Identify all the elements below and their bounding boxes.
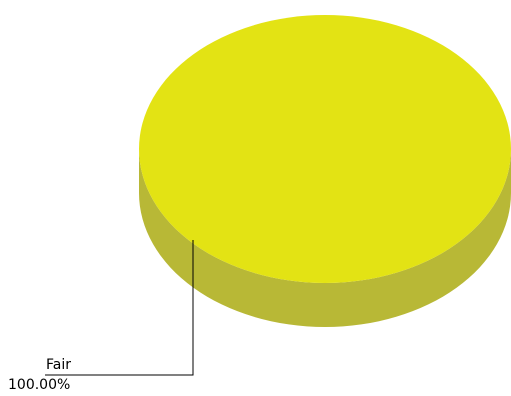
leader-line bbox=[45, 240, 194, 376]
pie-slice-fair-side bbox=[139, 149, 511, 327]
slice-label-percent: 100.00% bbox=[8, 377, 70, 393]
slice-label-category: Fair bbox=[46, 357, 71, 373]
pie-3d bbox=[139, 15, 511, 327]
pie-slice-fair bbox=[139, 15, 511, 283]
